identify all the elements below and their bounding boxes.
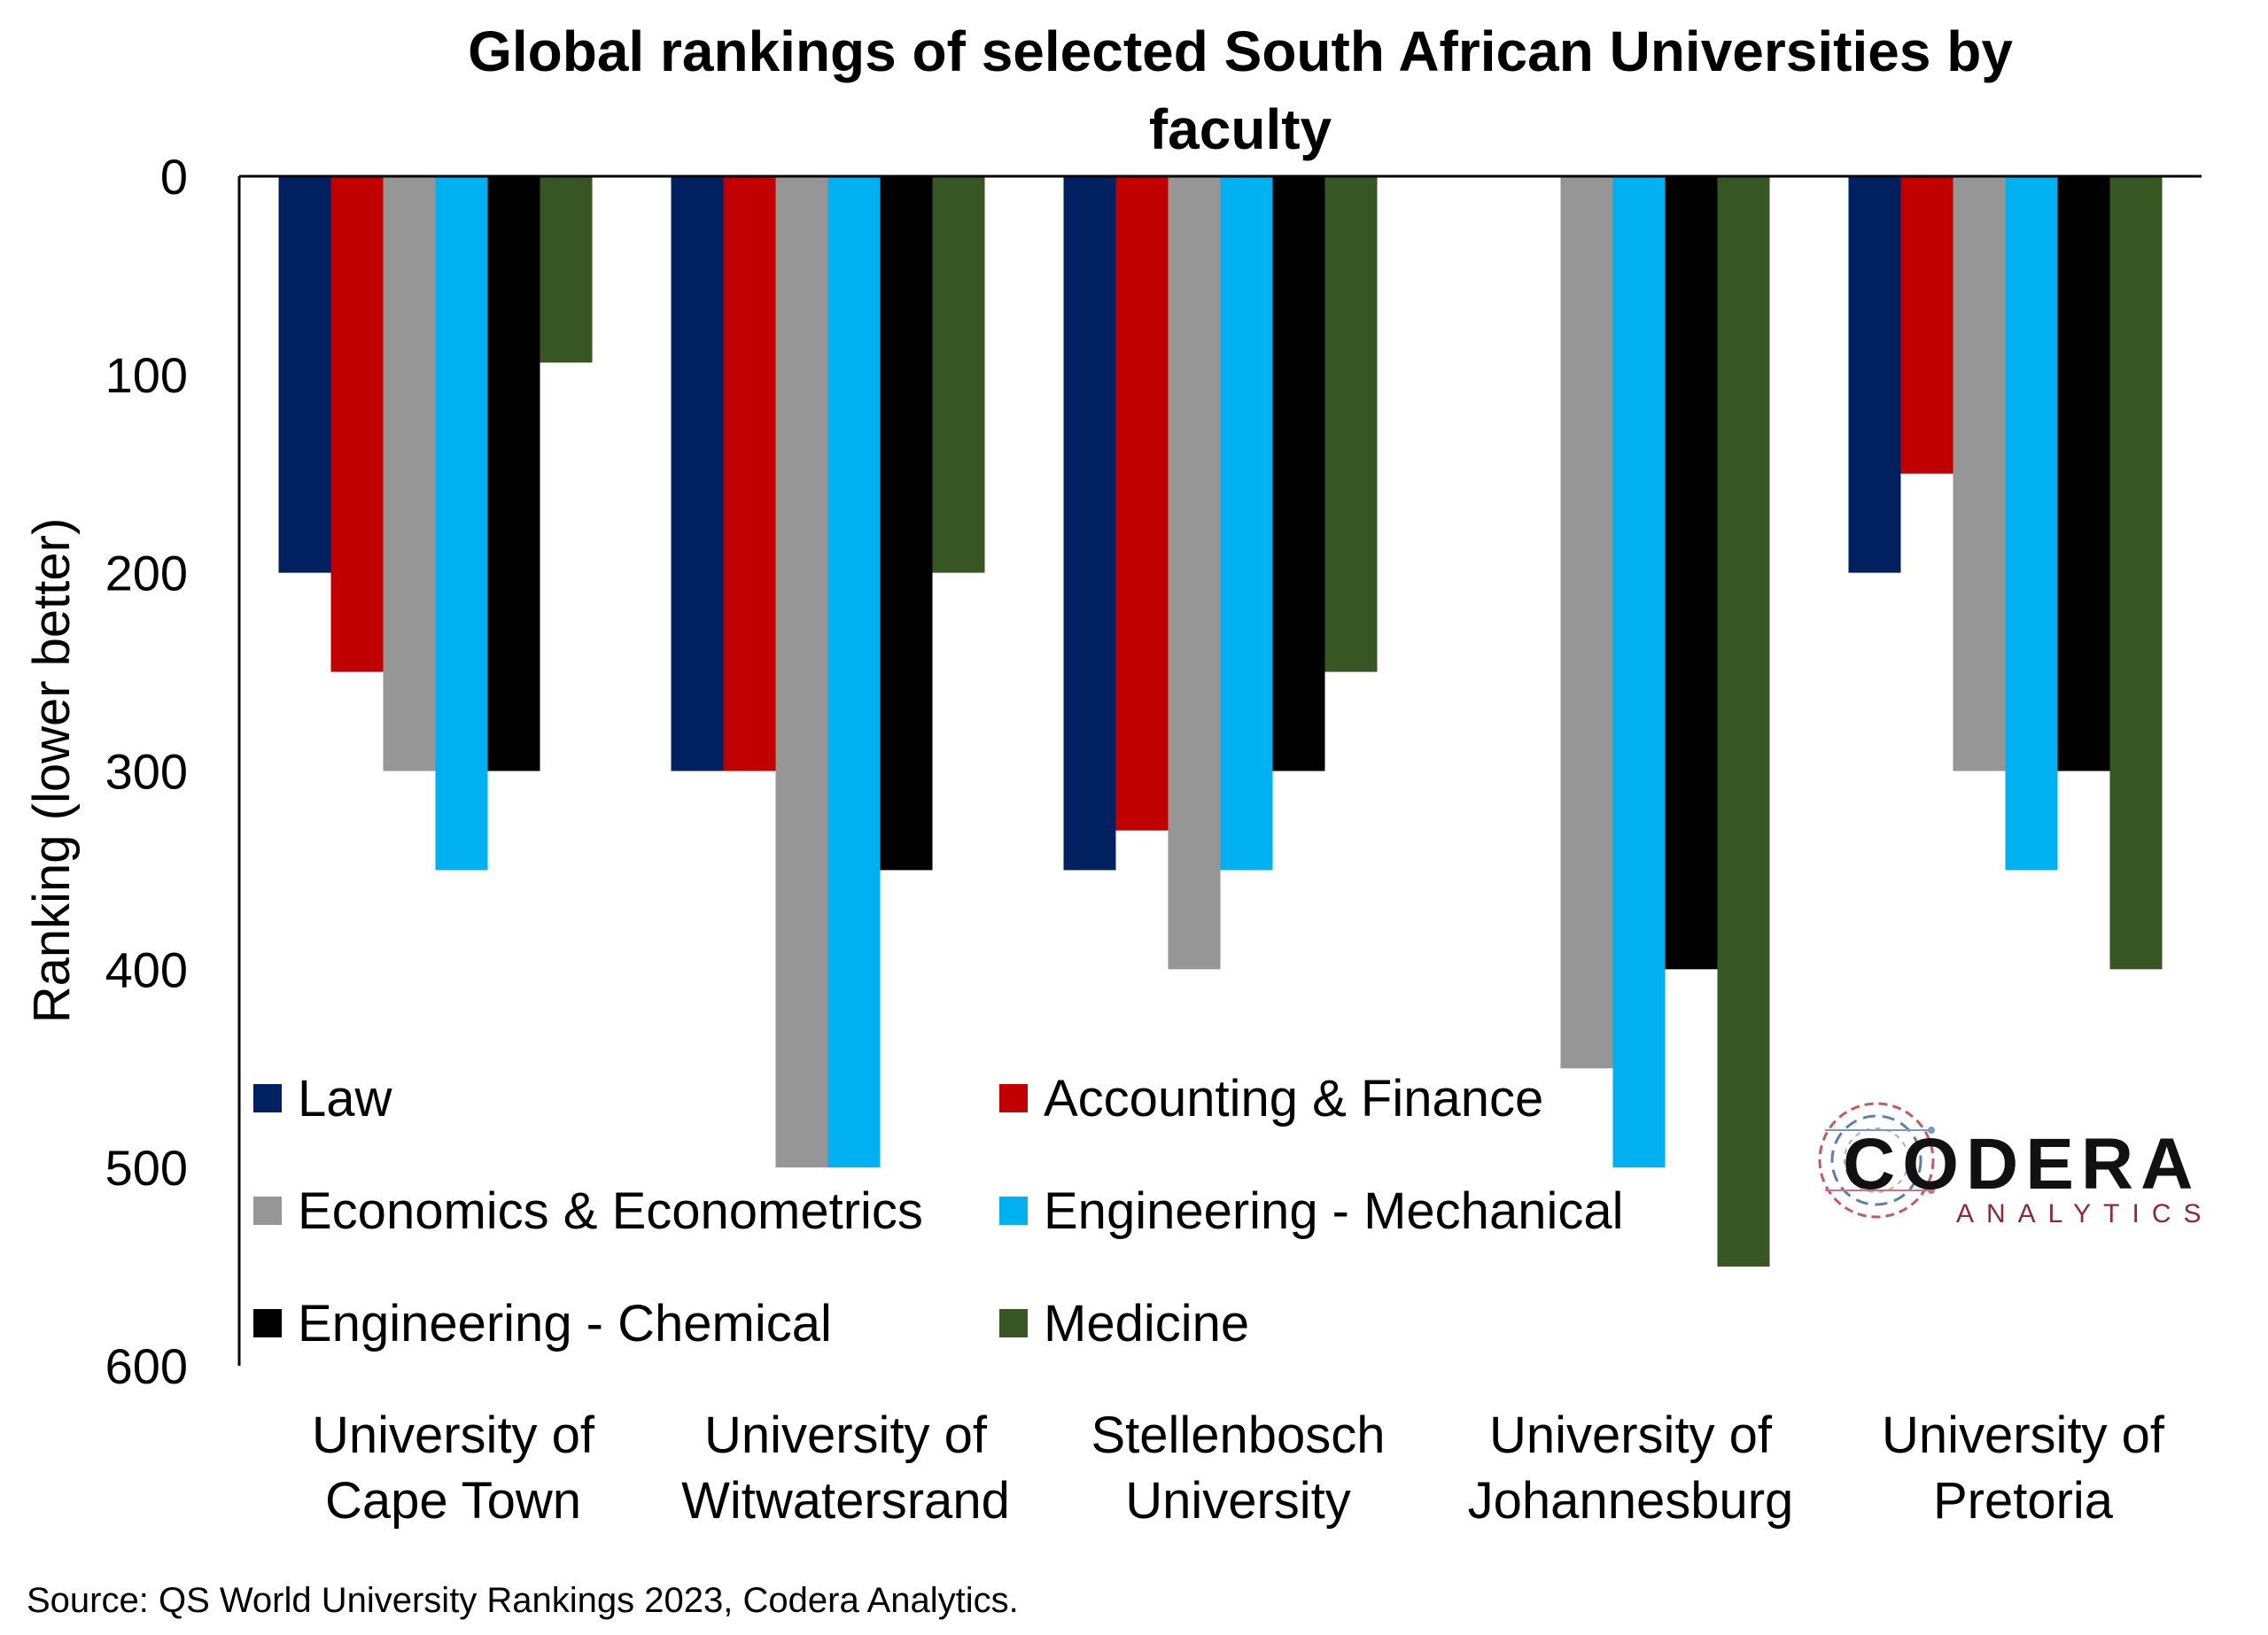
bar-medicine-4 [2109, 176, 2163, 970]
bar-engineering-chemical-3 [1665, 176, 1718, 970]
bar-engineering-chemical-0 [487, 176, 540, 771]
bar-accounting-finance-1 [723, 176, 776, 771]
x-category-label-4: University of Pretoria [1882, 1406, 2165, 1530]
codera-logo: CODERA ANALYTICS [1818, 1102, 2214, 1228]
y-tick-labels: 0 100 200 300 400 500 600 [105, 149, 188, 1394]
bar-accounting-finance-4 [1900, 176, 1953, 474]
x-category-label-1: University of Witwatersrand [681, 1406, 1010, 1530]
chart-title: Global rankings of selected South Africa… [468, 19, 2013, 161]
bars-layer [278, 176, 2163, 1267]
x-category-label-0: University of Cape Town [312, 1406, 595, 1530]
bar-engineering-mechanical-4 [2005, 176, 2058, 871]
y-tick-label-0: 0 [160, 149, 188, 205]
bar-medicine-3 [1717, 176, 1770, 1267]
x-category-labels: University of Cape Town University of Witwa… [312, 1406, 2165, 1530]
axes-layer [237, 174, 2202, 1366]
y-tick-label-100: 100 [105, 347, 188, 403]
bar-medicine-1 [932, 176, 985, 573]
y-tick-label-200: 200 [105, 546, 188, 601]
legend: Law Accounting & Finance Economics & Econo… [253, 1070, 1623, 1352]
bar-law-2 [1063, 176, 1116, 871]
bar-economics-econometrics-3 [1560, 176, 1613, 1069]
bar-economics-econometrics-4 [1953, 176, 2006, 771]
legend-swatch-medicine [999, 1309, 1028, 1337]
bar-engineering-mechanical-3 [1612, 176, 1666, 1168]
bar-engineering-mechanical-1 [827, 176, 881, 1168]
y-tick-label-500: 500 [105, 1140, 188, 1196]
logo-name: CODERA [1843, 1124, 2200, 1205]
legend-label-medicine: Medicine [1044, 1295, 1249, 1352]
chart-title-line-2: faculty [1149, 97, 1332, 161]
x-category-label-2: Stellenbosch University [1091, 1406, 1385, 1530]
legend-swatch-law [253, 1084, 282, 1112]
legend-label-law: Law [298, 1070, 393, 1127]
bar-economics-econometrics-1 [775, 176, 828, 1168]
bar-engineering-chemical-2 [1272, 176, 1325, 771]
bar-engineering-mechanical-2 [1220, 176, 1273, 871]
bar-engineering-mechanical-0 [435, 176, 488, 871]
circuit-ring-icon [1818, 1102, 1935, 1219]
bar-accounting-finance-0 [330, 176, 384, 672]
y-axis-label: Ranking (lower better) [23, 518, 81, 1024]
legend-swatch-economics-econometrics [253, 1197, 282, 1225]
y-tick-label-300: 300 [105, 744, 188, 800]
chart-title-line-1: Global rankings of selected South Africa… [468, 19, 2013, 83]
legend-label-economics-econometrics: Economics & Econometrics [298, 1182, 923, 1240]
bar-accounting-finance-2 [1115, 176, 1169, 831]
bar-law-0 [278, 176, 331, 573]
bar-economics-econometrics-0 [383, 176, 436, 771]
source-note: Source: QS World University Rankings 202… [27, 1581, 1019, 1620]
bar-medicine-0 [540, 176, 593, 363]
legend-label-engineering-chemical: Engineering - Chemical [298, 1295, 832, 1352]
logo-tagline: ANALYTICS [1956, 1199, 2214, 1228]
legend-swatch-engineering-chemical [253, 1309, 282, 1337]
y-tick-label-600: 600 [105, 1338, 188, 1394]
legend-label-accounting-finance: Accounting & Finance [1044, 1070, 1543, 1127]
bar-medicine-2 [1324, 176, 1378, 672]
bar-engineering-chemical-4 [2057, 176, 2110, 771]
x-category-label-3: University of Johannesburg [1468, 1406, 1794, 1530]
bar-law-1 [671, 176, 724, 771]
bar-engineering-chemical-1 [880, 176, 933, 871]
legend-swatch-accounting-finance [999, 1084, 1028, 1112]
legend-swatch-engineering-mechanical [999, 1197, 1028, 1225]
legend-label-engineering-mechanical: Engineering - Mechanical [1044, 1182, 1623, 1240]
y-tick-label-400: 400 [105, 941, 188, 997]
bar-economics-econometrics-2 [1168, 176, 1221, 970]
bar-law-4 [1848, 176, 1901, 573]
